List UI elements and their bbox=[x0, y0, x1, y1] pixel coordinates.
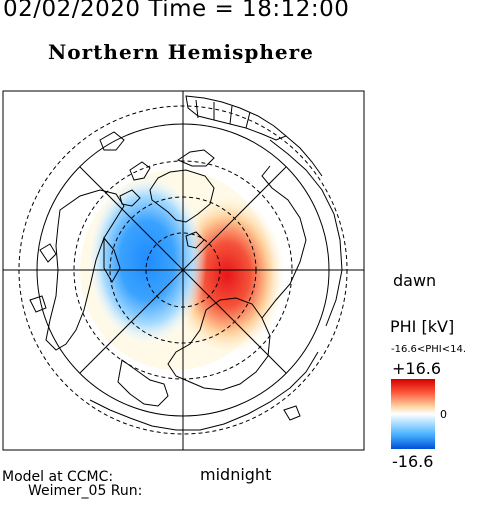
model-label: Model at CCMC: bbox=[2, 469, 114, 485]
legend-mid-label: 0 bbox=[440, 408, 447, 421]
meridian-grid bbox=[3, 91, 364, 450]
page-title: 02/02/2020 Time = 18:12:00 bbox=[3, 0, 350, 22]
legend-max-label: +16.6 bbox=[392, 359, 442, 378]
hemisphere-title: Northern Hemisphere bbox=[48, 40, 314, 64]
colorbar bbox=[391, 379, 435, 449]
legend-title: PHI [kV] bbox=[390, 317, 455, 336]
coastlines bbox=[29, 95, 343, 431]
legend-min-label: -16.6 bbox=[392, 452, 434, 471]
legend-range: -16.6<PHI<14. bbox=[391, 344, 467, 355]
dawn-label: dawn bbox=[393, 271, 437, 290]
midnight-label: midnight bbox=[200, 465, 272, 484]
run-label: Weimer_05 Run: bbox=[28, 483, 143, 499]
